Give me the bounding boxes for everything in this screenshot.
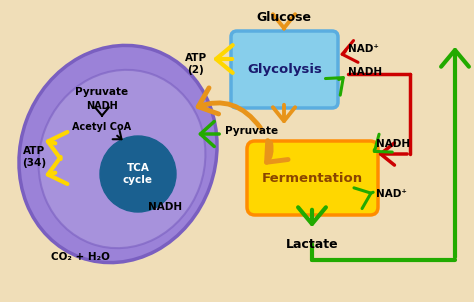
Text: ATP
(2): ATP (2) <box>185 53 207 75</box>
Text: TCA
cycle: TCA cycle <box>123 163 153 185</box>
FancyBboxPatch shape <box>247 141 378 215</box>
Text: NAD⁺: NAD⁺ <box>376 189 407 199</box>
Circle shape <box>100 136 176 212</box>
Text: NADH: NADH <box>348 67 382 77</box>
Ellipse shape <box>38 70 205 248</box>
Text: Lactate: Lactate <box>286 237 338 250</box>
Text: ATP
(34): ATP (34) <box>22 146 46 168</box>
Text: NADH: NADH <box>376 139 410 149</box>
Text: Acetyl CoA: Acetyl CoA <box>73 122 132 132</box>
Text: NADH: NADH <box>148 202 182 212</box>
Text: Fermentation: Fermentation <box>262 172 363 185</box>
Text: NAD⁺: NAD⁺ <box>348 44 379 54</box>
FancyBboxPatch shape <box>231 31 338 108</box>
Text: NADH: NADH <box>86 101 118 111</box>
Ellipse shape <box>19 45 217 263</box>
Text: Glucose: Glucose <box>256 11 311 24</box>
Text: CO₂ + H₂O: CO₂ + H₂O <box>51 252 109 262</box>
Text: Glycolysis: Glycolysis <box>247 63 322 76</box>
Text: Pyruvate: Pyruvate <box>75 87 128 97</box>
Text: Pyruvate: Pyruvate <box>225 126 278 136</box>
